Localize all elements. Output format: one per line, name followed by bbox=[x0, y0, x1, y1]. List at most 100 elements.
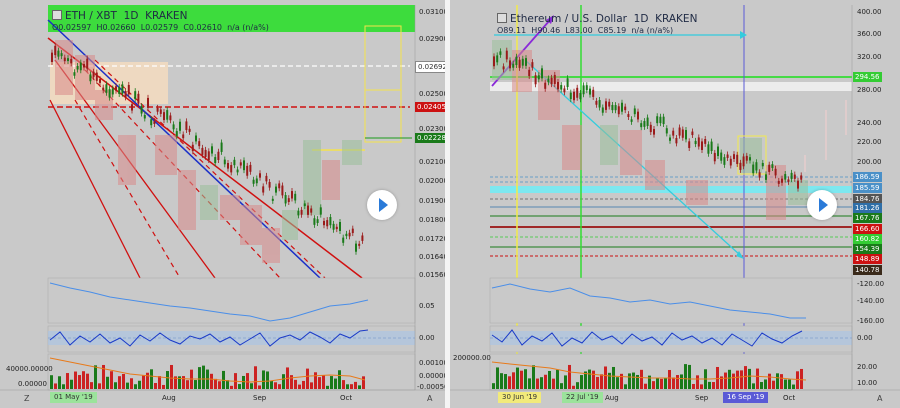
volume-right-tick: 0.00000 bbox=[419, 372, 448, 380]
candle-body bbox=[211, 146, 213, 154]
right-chart-panel[interactable]: Ethereum / U.S. Dollar 1D KRAKEN O89.11 … bbox=[450, 0, 900, 408]
left-chart-canvas[interactable] bbox=[0, 0, 445, 408]
price-tick: 240.00 bbox=[857, 119, 882, 127]
candle-body bbox=[143, 115, 146, 119]
play-icon[interactable] bbox=[367, 190, 397, 220]
candle-body bbox=[54, 45, 57, 56]
candle-body bbox=[605, 101, 607, 110]
left-symbol-legend[interactable]: ETH / XBT 1D KRAKEN bbox=[52, 9, 187, 22]
volume-bar bbox=[242, 375, 245, 389]
candle-body bbox=[275, 186, 277, 193]
right-symbol-legend[interactable]: Ethereum / U.S. Dollar 1D KRAKEN bbox=[497, 12, 697, 25]
candle-body bbox=[777, 180, 780, 184]
volume-bar bbox=[126, 382, 129, 389]
play-icon[interactable] bbox=[807, 190, 837, 220]
candle-body bbox=[502, 66, 505, 70]
volume-bar bbox=[214, 378, 217, 389]
price-tick: 280.00 bbox=[857, 86, 882, 94]
candle-body bbox=[579, 92, 582, 100]
volume-bar bbox=[74, 371, 77, 389]
volume-bar bbox=[556, 369, 559, 389]
volume-bar bbox=[600, 374, 603, 389]
candle-body bbox=[345, 233, 348, 237]
candle-body bbox=[118, 86, 121, 94]
volume-bar bbox=[58, 376, 61, 389]
left-change: n/a (n/a%) bbox=[227, 23, 269, 32]
volume-bar bbox=[560, 383, 563, 389]
volume-bar bbox=[612, 366, 615, 389]
candle-body bbox=[233, 159, 236, 166]
candle-body bbox=[787, 179, 790, 182]
left-interval: 1D bbox=[123, 10, 139, 22]
volume-bar bbox=[78, 375, 81, 389]
volume-bar bbox=[178, 376, 181, 389]
candle-body bbox=[262, 186, 265, 193]
volume-bar bbox=[290, 375, 293, 389]
candle-body bbox=[499, 51, 502, 55]
volume-right-tick: 20.00 bbox=[857, 363, 878, 371]
candle-body bbox=[95, 72, 98, 81]
volume-bar bbox=[732, 373, 735, 389]
candle-body bbox=[617, 106, 620, 115]
timezone-corner[interactable]: Z bbox=[24, 394, 30, 403]
candle-body bbox=[159, 109, 162, 114]
candle-body bbox=[175, 131, 178, 137]
volume-bar bbox=[166, 371, 169, 389]
candle-body bbox=[300, 209, 303, 215]
symbol-settings-icon[interactable] bbox=[52, 10, 62, 20]
candle-body bbox=[351, 228, 354, 234]
candle-body bbox=[589, 88, 591, 95]
candle-body bbox=[105, 84, 108, 93]
volume-bar bbox=[362, 376, 365, 389]
candle-body bbox=[653, 128, 655, 135]
price-tick: 0.01640 bbox=[419, 253, 448, 261]
volume-bar bbox=[338, 370, 341, 389]
volume-bar bbox=[310, 382, 313, 389]
volume-bar bbox=[186, 380, 189, 389]
candle-body bbox=[614, 105, 617, 111]
volume-bar bbox=[640, 369, 643, 389]
left-chart-panel[interactable]: ETH / XBT 1D KRAKEN O0.02597 H0.02660 L0… bbox=[0, 0, 450, 408]
x-axis-label: Oct bbox=[783, 394, 796, 402]
candle-body bbox=[576, 87, 579, 98]
volume-bar bbox=[350, 384, 353, 389]
candle-body bbox=[207, 151, 210, 161]
volume-bar bbox=[294, 379, 297, 389]
candle-body bbox=[294, 193, 297, 201]
candle-body bbox=[220, 142, 223, 152]
volume-bar bbox=[692, 383, 695, 389]
candle-body bbox=[560, 85, 563, 90]
volume-bar bbox=[688, 364, 691, 389]
candle-body bbox=[108, 89, 111, 98]
candle-body bbox=[637, 111, 639, 120]
volume-bar bbox=[274, 382, 277, 389]
volume-bar bbox=[62, 384, 65, 389]
auto-scale-corner[interactable]: A bbox=[427, 394, 433, 403]
candle-body bbox=[582, 85, 585, 95]
candle-body bbox=[127, 84, 130, 95]
volume-bar bbox=[226, 380, 229, 389]
candle-body bbox=[284, 195, 287, 204]
volume-bar bbox=[318, 377, 321, 389]
symbol-settings-icon[interactable] bbox=[497, 13, 507, 23]
candle-body bbox=[595, 100, 598, 105]
candle-body bbox=[630, 119, 633, 122]
candle-body bbox=[496, 55, 499, 63]
candle-body bbox=[307, 205, 309, 215]
price-tick: 0.03100 bbox=[419, 8, 448, 16]
candle-body bbox=[742, 156, 745, 167]
candle-body bbox=[669, 137, 671, 141]
candle-body bbox=[790, 172, 793, 180]
right-chart-canvas[interactable] bbox=[450, 0, 900, 408]
volume-bar bbox=[122, 373, 125, 389]
candle-body bbox=[710, 141, 713, 152]
candle-body bbox=[598, 100, 601, 108]
auto-scale-corner[interactable]: A bbox=[877, 394, 883, 403]
candle-body bbox=[198, 141, 201, 147]
candle-body bbox=[249, 164, 252, 172]
candle-body bbox=[67, 58, 69, 61]
price-tick: 0.02100 bbox=[419, 158, 448, 166]
candle-body bbox=[621, 102, 623, 112]
candle-body bbox=[57, 50, 60, 57]
candle-body bbox=[252, 179, 255, 184]
